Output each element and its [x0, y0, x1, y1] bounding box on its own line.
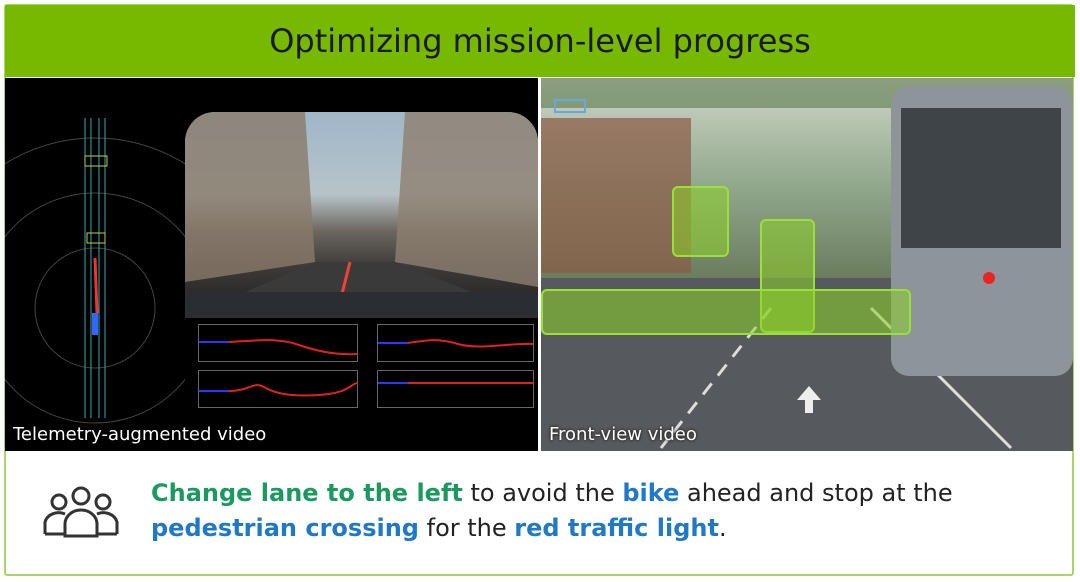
turn-signal-plot [377, 370, 534, 408]
slide-title: Optimizing mission-level progress [269, 22, 811, 60]
speed-plot [198, 324, 358, 362]
text-segment: to avoid the [462, 479, 623, 507]
acceleration-plot [198, 370, 358, 408]
highlight-change-lane: Change lane to the left [151, 479, 463, 507]
pedestrian-crossing-box [541, 289, 911, 335]
instruction-area: Change lane to the left to avoid the bik… [5, 452, 1075, 576]
instruction-text: Change lane to the left to avoid the bik… [151, 476, 953, 546]
street-scene [541, 78, 1073, 451]
front-view-caption: Front-view video [549, 424, 697, 445]
traffic-light-box [672, 186, 729, 257]
highlight-bike: bike [622, 479, 680, 507]
highlight-pedestrian-crossing: pedestrian crossing [151, 514, 419, 542]
header: Optimizing mission-level progress [5, 5, 1075, 77]
telemetry-caption: Telemetry-augmented video [13, 424, 267, 445]
people-group-icon [43, 486, 119, 538]
highlight-red-traffic-light: red traffic light [514, 514, 719, 542]
dashcam-view [185, 112, 538, 318]
text-segment: for the [418, 514, 515, 542]
steering-angle-plot [377, 324, 534, 362]
front-view-video-panel[interactable]: Front-view video [541, 78, 1073, 451]
text-segment: ahead and stop at the [679, 479, 953, 507]
radar-plot [5, 118, 185, 424]
text-segment: . [718, 514, 727, 542]
telemetry-video-panel[interactable]: Telemetry-augmented video [5, 78, 538, 451]
